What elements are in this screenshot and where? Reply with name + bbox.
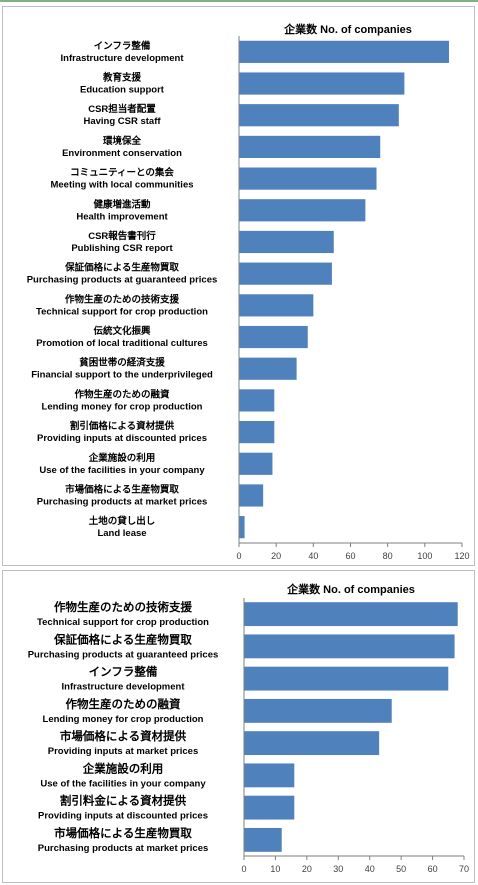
category-label: Land lease xyxy=(97,528,146,539)
x-tick-label: 30 xyxy=(333,864,343,874)
category-label-ja: 市場価格による生産物買取 xyxy=(54,826,192,840)
category-label-ja: 作物生産のための技術支援 xyxy=(54,600,192,614)
category-label: Purchasing products at market prices xyxy=(38,843,209,854)
bar-6 xyxy=(239,199,366,222)
category-label-ja: 市場価格による生産物買取 xyxy=(65,483,179,495)
category-label: Financial support to the underprivileged xyxy=(31,370,213,381)
bar-chart-2: 企業数 No. of companies 作物生産のための技術支援 Technica… xyxy=(28,582,469,874)
bar-5 xyxy=(244,731,380,756)
category-label-ja: コミュニティーとの集会 xyxy=(70,167,174,179)
bar-2 xyxy=(244,634,455,659)
bar-1 xyxy=(244,602,458,627)
chart-panel-1: 企業数 No. of companies インフラ整備 Infrastructure… xyxy=(2,6,475,566)
bar-13 xyxy=(239,421,275,444)
category-label-ja: 健康増進活動 xyxy=(93,198,151,210)
category-label: Use of the facilities in your company xyxy=(40,778,206,789)
bar-1 xyxy=(239,40,449,63)
category-label-ja: 企業施設の利用 xyxy=(82,761,164,775)
category-label-ja: 教育支援 xyxy=(102,72,142,84)
bar-15 xyxy=(239,484,264,507)
category-label: Having CSR staff xyxy=(83,116,161,127)
bar-3 xyxy=(239,104,399,127)
category-label: Promotion of local traditional cultures xyxy=(36,338,208,349)
bar-7 xyxy=(239,230,334,254)
chart-title: 企業数 No. of companies xyxy=(283,22,412,36)
category-label-ja: 土地の貸し出し xyxy=(89,515,156,527)
category-label: Purchasing products at market prices xyxy=(37,496,208,507)
category-label: Environment conservation xyxy=(62,148,182,159)
category-label: Meeting with local communities xyxy=(50,180,193,191)
category-label: Health improvement xyxy=(76,211,168,222)
x-tick-label: 20 xyxy=(271,551,281,561)
category-label-ja: 作物生産のための融資 xyxy=(66,697,181,711)
category-label-ja: 伝統文化振興 xyxy=(93,325,151,337)
bar-3 xyxy=(244,666,449,691)
bar-chart-1: 企業数 No. of companies インフラ整備Infrastructure… xyxy=(27,22,470,561)
category-label-ja: 作物生産のための技術支援 xyxy=(65,293,180,305)
bar-8 xyxy=(239,262,332,285)
x-tick-label: 0 xyxy=(241,864,246,874)
x-tick-label: 40 xyxy=(365,864,375,874)
category-label: Purchasing products at guaranteed prices xyxy=(27,275,218,286)
category-label-ja: CSR担当者配置 xyxy=(88,103,156,115)
x-tick-label: 100 xyxy=(417,551,432,561)
x-tick-label: 40 xyxy=(308,551,318,561)
chart-panel-2: 企業数 No. of companies 作物生産のための技術支援 Technica… xyxy=(2,570,475,883)
category-label-ja: CSR報告書刊行 xyxy=(88,230,156,242)
x-tick-label: 120 xyxy=(454,551,469,561)
x-tick-label: 10 xyxy=(270,864,280,874)
category-label: Use of the facilities in your company xyxy=(39,465,205,476)
bar-6 xyxy=(244,763,295,788)
bar-14 xyxy=(239,452,273,475)
category-label: Providing inputs at discounted prices xyxy=(37,433,207,444)
bar-5 xyxy=(239,167,377,190)
x-tick-label: 80 xyxy=(383,551,393,561)
category-label-ja: 環境保全 xyxy=(103,135,142,147)
category-label: Purchasing products at guaranteed prices xyxy=(28,649,219,660)
chart-title: 企業数 No. of companies xyxy=(286,582,415,596)
category-label: Infrastructure development xyxy=(62,682,186,693)
bar-4 xyxy=(239,135,381,158)
bar-16 xyxy=(239,516,245,539)
x-tick-label: 60 xyxy=(428,864,438,874)
bar-12 xyxy=(239,389,275,412)
bar-10 xyxy=(239,325,308,349)
category-label-ja: 割引料金による資材提供 xyxy=(60,794,187,808)
category-label-ja: 保証価格による生産物買取 xyxy=(53,632,192,646)
x-tick-label: 0 xyxy=(236,551,241,561)
category-label-ja: インフラ整備 xyxy=(94,40,151,52)
x-tick-label: 60 xyxy=(345,551,355,561)
category-label-ja: 貧困世帯の経済支援 xyxy=(79,357,165,369)
bar-7 xyxy=(244,795,295,820)
bar-9 xyxy=(239,294,314,317)
bar-8 xyxy=(244,827,282,852)
category-label-ja: インフラ整備 xyxy=(89,665,158,679)
category-label: Lending money for crop production xyxy=(43,714,204,725)
category-label: Lending money for crop production xyxy=(42,401,203,412)
category-label: Infrastructure development xyxy=(61,53,185,64)
bar-11 xyxy=(239,357,297,380)
x-tick-label: 70 xyxy=(459,864,469,874)
category-label-ja: 企業施設の利用 xyxy=(88,452,156,464)
bar-2 xyxy=(239,72,405,95)
category-label-ja: 保証価格による生産物買取 xyxy=(64,262,179,274)
x-tick-label: 50 xyxy=(396,864,406,874)
category-label-ja: 割引価格による資材提供 xyxy=(70,420,175,432)
category-label: Technical support for crop production xyxy=(37,617,209,628)
category-label: Providing inputs at discounted prices xyxy=(38,811,208,822)
category-label-ja: 作物生産のための融資 xyxy=(74,388,170,400)
bar-4 xyxy=(244,698,392,723)
category-label-ja: 市場価格による資材提供 xyxy=(60,729,187,743)
category-label: Technical support for crop production xyxy=(36,306,208,317)
top-rule xyxy=(0,0,478,2)
category-label: Providing inputs at market prices xyxy=(48,746,198,757)
category-label: Publishing CSR report xyxy=(71,243,173,254)
x-tick-label: 20 xyxy=(302,864,312,874)
category-label: Education support xyxy=(80,85,165,96)
